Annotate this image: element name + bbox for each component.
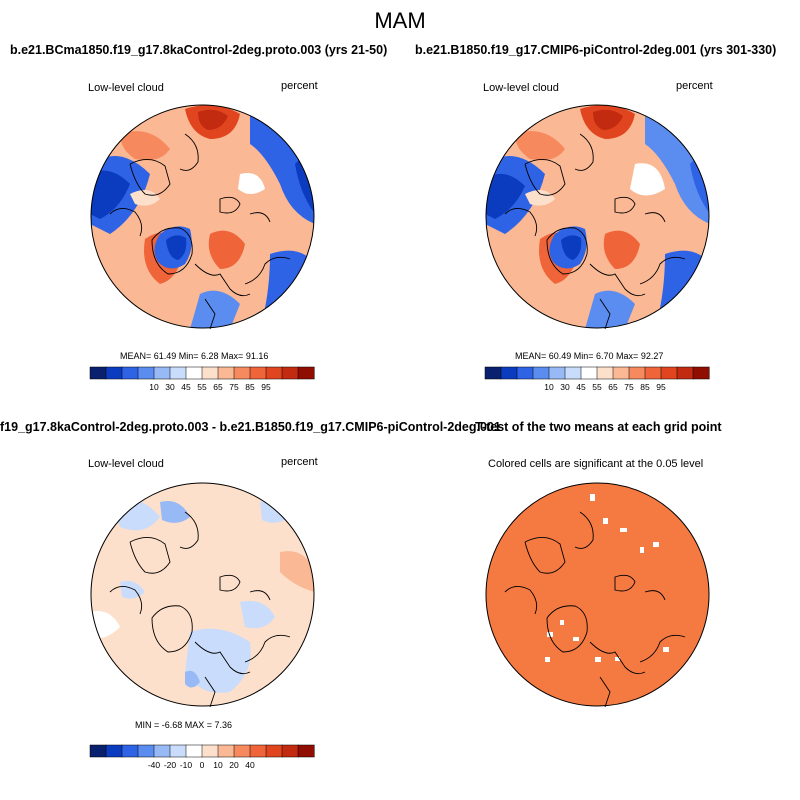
colorbar-tick-label: 65	[213, 382, 223, 392]
colorbar-tick-label: -40	[147, 760, 161, 770]
polar-map-top-right	[485, 104, 710, 330]
colorbar-swatch	[89, 366, 107, 380]
colorbar-swatch	[281, 366, 299, 380]
field-label-top-left: Low-level cloud	[88, 82, 164, 94]
polar-map-top-left	[90, 104, 315, 330]
colorbar-tick-label: 95	[656, 382, 666, 392]
figure-title: MAM	[374, 8, 426, 33]
polar-map-bottom-right	[485, 482, 710, 708]
colorbar-swatch	[265, 744, 283, 758]
panel-subtitle-bottom-right: Colored cells are significant at the 0.0…	[488, 458, 704, 470]
colorbar-swatch	[217, 744, 235, 758]
colorbar-swatch	[612, 366, 630, 380]
significance-fill	[486, 483, 709, 706]
colorbar-swatch	[121, 366, 139, 380]
colorbar-tick-label: 75	[624, 382, 634, 392]
colorbar-swatch	[660, 366, 678, 380]
polar-map-bottom-left	[90, 482, 315, 708]
colorbar-tick-label: 85	[245, 382, 255, 392]
colorbar-swatch	[233, 744, 251, 758]
colorbar-swatch	[185, 366, 203, 380]
colorbar-swatch	[596, 366, 614, 380]
colorbar-swatch	[564, 366, 582, 380]
colorbar-tick-label: 40	[245, 760, 255, 770]
colorbar-swatch	[249, 744, 267, 758]
panel-title-bottom-right: T-test of the two means at each grid poi…	[475, 420, 722, 434]
colorbar-swatch	[628, 366, 646, 380]
units-label-bottom-left: percent	[281, 456, 318, 468]
colorbar-swatch	[201, 744, 219, 758]
colorbar-tick-label: 75	[229, 382, 239, 392]
stats-bottom-left: MIN = -6.68 MAX = 7.36	[135, 720, 233, 730]
colorbar-swatch	[548, 366, 566, 380]
colorbar-tick-label: 85	[640, 382, 650, 392]
colorbar-swatch	[121, 744, 139, 758]
stats-top-right: MEAN= 60.49 Min= 6.70 Max= 92.27	[515, 351, 664, 361]
colorbar-tick-label: -10	[179, 760, 193, 770]
colorbar-swatch	[676, 366, 694, 380]
colorbar-tick-label: 30	[560, 382, 570, 392]
colorbar-swatch	[217, 366, 235, 380]
colorbar-swatch	[692, 366, 710, 380]
colorbar-swatch	[532, 366, 550, 380]
colorbar-tick-label: 30	[165, 382, 175, 392]
colorbar-swatch	[153, 744, 171, 758]
colorbar-tick-label: 10	[213, 760, 223, 770]
colorbar-swatch	[297, 744, 315, 758]
colorbar-tick-label: 20	[229, 760, 239, 770]
colorbar-tick-label: 55	[592, 382, 602, 392]
colorbar-swatch	[137, 744, 155, 758]
stats-top-left: MEAN= 61.49 Min= 6.28 Max= 91.16	[120, 351, 269, 361]
units-label-top-left: percent	[281, 80, 318, 92]
colorbar-swatch	[500, 366, 518, 380]
colorbar-swatch	[185, 744, 203, 758]
colorbar-swatch	[169, 366, 187, 380]
colorbar-tick-label: 55	[197, 382, 207, 392]
colorbar-tick-label: 45	[181, 382, 191, 392]
colorbar-tick-label: 10	[149, 382, 159, 392]
field-label-top-right: Low-level cloud	[483, 82, 559, 94]
colorbar-swatch	[201, 366, 219, 380]
colorbar-swatch	[249, 366, 267, 380]
colorbar-tick-label: -20	[163, 760, 177, 770]
colorbar-tick-label: 10	[544, 382, 554, 392]
colorbar-swatch	[644, 366, 662, 380]
colorbar-swatch	[169, 744, 187, 758]
colorbar-tick-label: 45	[576, 382, 586, 392]
units-label-top-right: percent	[676, 80, 713, 92]
colorbar-tick-label: 0	[199, 760, 205, 770]
colorbar-swatch	[153, 366, 171, 380]
colorbar-tick-label: 65	[608, 382, 618, 392]
colorbar-swatch	[265, 366, 283, 380]
panel-title-bottom-left: f19_g17.8kaControl-2deg.proto.003 - b.e2…	[0, 420, 500, 434]
panel-title-top-right: b.e21.B1850.f19_g17.CMIP6-piControl-2deg…	[415, 43, 777, 57]
colorbar-swatch	[137, 366, 155, 380]
colorbar-swatch	[484, 366, 502, 380]
field-label-bottom-left: Low-level cloud	[88, 458, 164, 470]
colorbar-swatch	[580, 366, 598, 380]
colorbar-swatch	[105, 744, 123, 758]
colorbar-tick-label: 95	[261, 382, 271, 392]
colorbar-swatch	[281, 744, 299, 758]
colorbar-swatch	[233, 366, 251, 380]
colorbar-swatch	[89, 744, 107, 758]
colorbar-swatch	[516, 366, 534, 380]
colorbar-swatch	[105, 366, 123, 380]
panel-title-top-left: b.e21.BCma1850.f19_g17.8kaControl-2deg.p…	[10, 43, 388, 57]
colorbar-swatch	[297, 366, 315, 380]
